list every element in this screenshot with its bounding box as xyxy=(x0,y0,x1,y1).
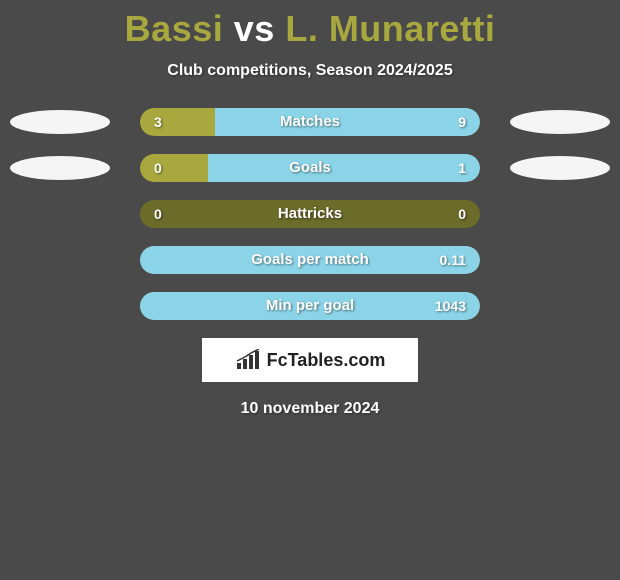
stat-bar: 01Goals xyxy=(140,154,480,182)
stat-bar: 0 0Hattricks xyxy=(140,200,480,228)
stat-row: 01Goals xyxy=(0,154,620,182)
brand-chart-icon xyxy=(235,349,263,371)
right-value: 0 xyxy=(458,200,466,228)
stat-bar: 0.11Goals per match xyxy=(140,246,480,274)
right-value: 1043 xyxy=(435,292,466,320)
brand-box: FcTables.com xyxy=(202,338,418,382)
stat-bar: 1043Min per goal xyxy=(140,292,480,320)
player2-name: L. Munaretti xyxy=(285,8,495,49)
left-value: 3 xyxy=(154,108,162,136)
right-value: 1 xyxy=(458,154,466,182)
left-value: 0 xyxy=(154,154,162,182)
bar-left-fill xyxy=(140,154,208,182)
player2-marker xyxy=(510,110,610,134)
subtitle-text: Club competitions, Season 2024/2025 xyxy=(0,62,620,80)
bar-right-fill xyxy=(215,108,480,136)
player1-marker xyxy=(10,156,110,180)
player1-marker xyxy=(10,110,110,134)
left-value: 0 xyxy=(154,200,162,228)
date-text: 10 november 2024 xyxy=(0,400,620,418)
bar-right-fill xyxy=(140,246,480,274)
player1-name: Bassi xyxy=(125,8,224,49)
player2-marker xyxy=(510,156,610,180)
stat-row: 1043Min per goal xyxy=(0,292,620,320)
stat-bar: 39Matches xyxy=(140,108,480,136)
stat-row: 0.11Goals per match xyxy=(0,246,620,274)
comparison-title: Bassi vs L. Munaretti xyxy=(0,0,620,50)
stat-row: 0 0Hattricks xyxy=(0,200,620,228)
right-value: 0.11 xyxy=(440,246,466,274)
comparison-chart: 39Matches01Goals00Hattricks0.11Goals per… xyxy=(0,108,620,320)
bar-right-fill xyxy=(208,154,480,182)
stat-row: 39Matches xyxy=(0,108,620,136)
title-separator: vs xyxy=(234,8,275,49)
bar-right-fill xyxy=(140,292,480,320)
stat-label: Hattricks xyxy=(140,200,480,228)
bar-left-fill xyxy=(140,108,215,136)
right-value: 9 xyxy=(458,108,466,136)
brand-text: FcTables.com xyxy=(267,350,386,371)
